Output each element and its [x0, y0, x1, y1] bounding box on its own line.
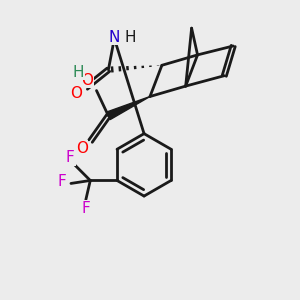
- Text: H: H: [72, 64, 84, 80]
- Text: O: O: [76, 141, 88, 156]
- Text: O: O: [82, 73, 94, 88]
- Polygon shape: [106, 97, 150, 120]
- Text: F: F: [58, 175, 66, 190]
- Text: O: O: [70, 86, 83, 101]
- Text: N: N: [109, 30, 120, 45]
- Text: F: F: [81, 201, 90, 216]
- Text: H: H: [124, 30, 136, 45]
- Text: F: F: [66, 150, 75, 165]
